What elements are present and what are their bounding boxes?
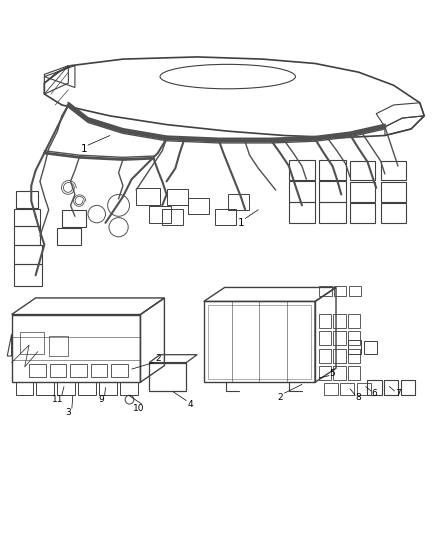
Bar <box>384 380 399 395</box>
Bar <box>78 382 96 395</box>
Bar <box>348 349 360 362</box>
Bar <box>16 191 38 207</box>
Bar <box>188 198 209 214</box>
Text: 11: 11 <box>52 395 63 404</box>
Bar <box>364 341 377 354</box>
Bar <box>319 181 346 202</box>
Text: 3: 3 <box>66 408 71 417</box>
Bar <box>57 382 75 395</box>
Bar <box>14 209 40 227</box>
Text: 2: 2 <box>277 393 283 402</box>
Bar <box>14 264 42 286</box>
Bar <box>14 227 40 245</box>
Bar <box>228 194 249 210</box>
Bar <box>149 206 171 223</box>
Bar <box>99 382 117 395</box>
Text: 7: 7 <box>395 389 401 398</box>
Text: 1: 1 <box>237 218 244 228</box>
Bar <box>333 313 346 328</box>
Text: 4: 4 <box>188 400 194 408</box>
Bar <box>348 340 361 354</box>
Bar <box>367 380 382 395</box>
Text: 8: 8 <box>356 393 362 402</box>
Bar <box>49 364 66 376</box>
Bar <box>319 202 346 223</box>
Bar <box>350 161 375 180</box>
Bar <box>318 366 331 380</box>
Bar <box>215 209 236 225</box>
Bar <box>401 380 415 395</box>
Bar <box>350 182 375 202</box>
Bar <box>318 349 331 362</box>
Bar <box>381 203 406 223</box>
Bar <box>381 161 406 180</box>
Bar <box>208 305 311 379</box>
Bar <box>136 188 160 205</box>
Bar <box>120 382 138 395</box>
Text: 6: 6 <box>371 389 377 398</box>
Bar <box>289 202 315 223</box>
Bar <box>57 228 81 245</box>
Bar <box>289 160 315 180</box>
Bar <box>20 332 44 354</box>
Bar <box>36 382 54 395</box>
Bar <box>333 366 346 380</box>
Bar <box>70 364 87 376</box>
Bar <box>29 364 46 376</box>
Bar <box>333 331 346 345</box>
Bar <box>348 366 360 380</box>
Bar <box>381 182 406 202</box>
Bar <box>349 286 361 296</box>
Text: 2: 2 <box>155 354 161 362</box>
Bar <box>357 383 371 395</box>
Bar <box>149 362 186 391</box>
Bar <box>319 160 346 180</box>
Bar <box>334 286 346 296</box>
Bar <box>16 382 33 395</box>
Bar <box>14 245 42 264</box>
Bar <box>91 364 107 376</box>
Text: 10: 10 <box>132 404 144 413</box>
Bar <box>333 349 346 362</box>
Bar <box>318 313 331 328</box>
Bar <box>289 181 315 202</box>
Bar <box>62 210 86 227</box>
Bar <box>166 189 188 205</box>
Bar <box>348 331 360 345</box>
Bar <box>111 364 128 376</box>
Bar <box>12 314 141 382</box>
Bar <box>49 336 68 356</box>
Bar <box>204 302 315 382</box>
Bar <box>340 383 354 395</box>
Text: 9: 9 <box>98 395 104 404</box>
Bar <box>324 383 338 395</box>
Bar <box>319 286 332 296</box>
Text: 1: 1 <box>80 143 87 154</box>
Bar <box>350 203 375 223</box>
Bar <box>162 209 183 225</box>
Bar <box>348 313 360 328</box>
Text: 5: 5 <box>330 369 336 378</box>
Bar <box>318 331 331 345</box>
